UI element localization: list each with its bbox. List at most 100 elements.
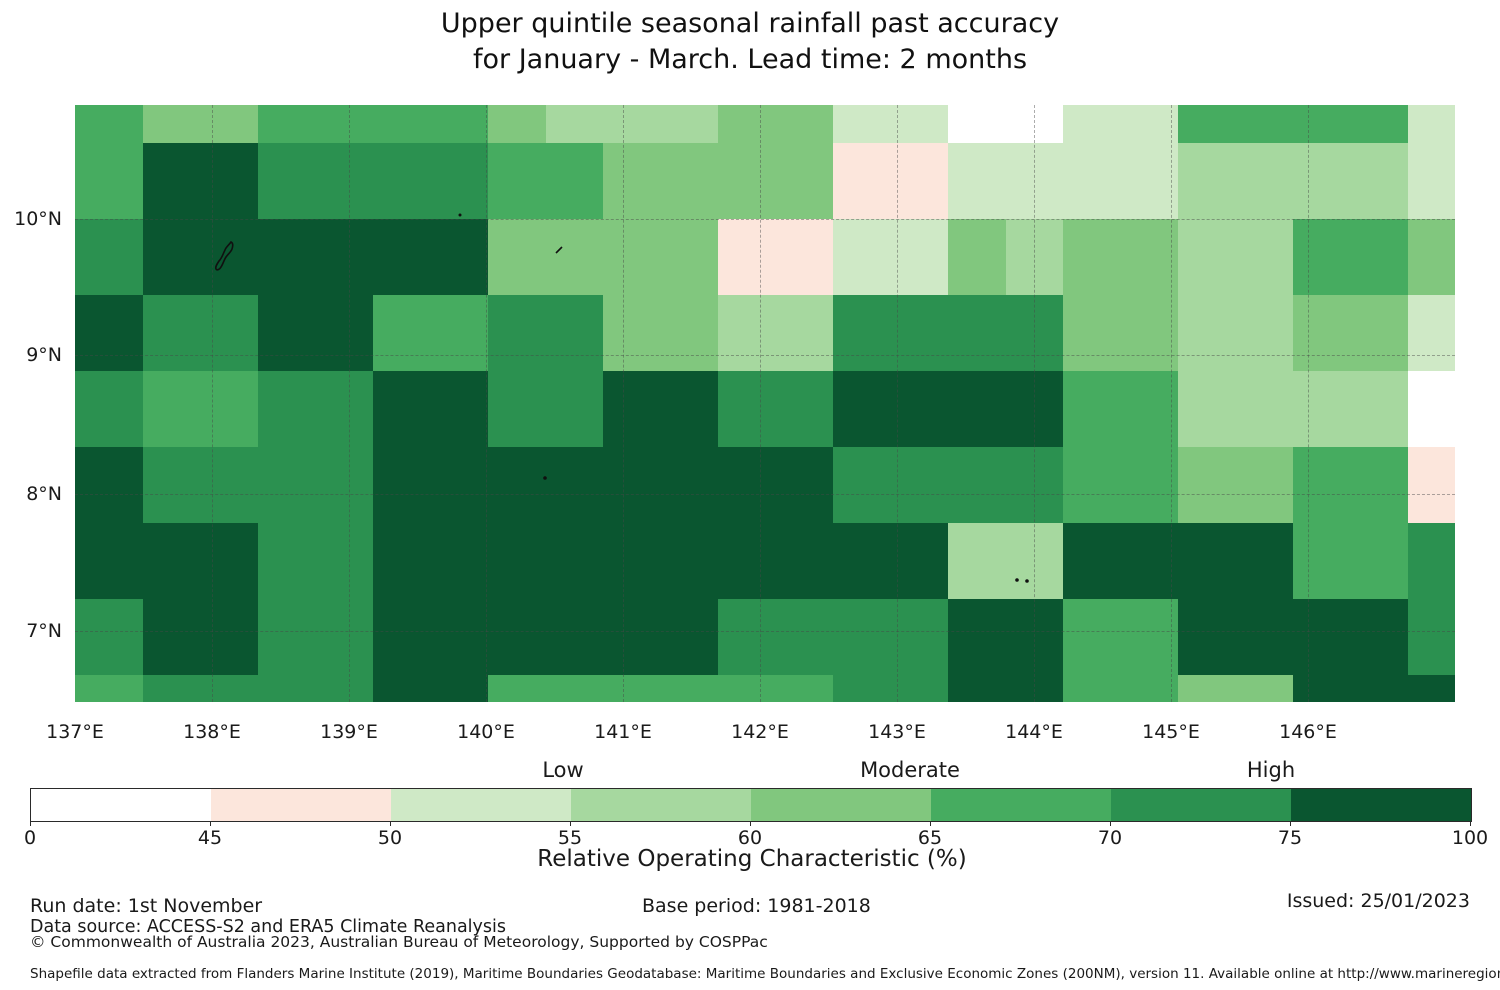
grid-cell [890, 599, 948, 675]
grid-cell [660, 105, 718, 143]
grid-cell [430, 523, 488, 599]
grid-cell [545, 105, 603, 143]
grid-cell [775, 219, 833, 295]
grid-cell [373, 523, 431, 599]
heatmap-area [75, 105, 1455, 702]
grid-cell [1178, 371, 1236, 447]
grid-cell [948, 105, 1006, 143]
copyright-text: © Commonwealth of Australia 2023, Austra… [30, 933, 768, 951]
grid-cell [143, 295, 201, 371]
grid-cell [315, 523, 373, 599]
grid-cell [315, 675, 373, 702]
grid-cell [545, 371, 603, 447]
grid-cell [660, 219, 718, 295]
grid-cell [1063, 143, 1121, 219]
grid-cell [143, 523, 201, 599]
grid-cell [1408, 105, 1455, 143]
grid-cell [603, 105, 661, 143]
colorbar-tick-label: 60 [737, 827, 763, 849]
grid-cell [660, 447, 718, 523]
grid-cell [545, 523, 603, 599]
grid-cell [775, 675, 833, 702]
grid-cell [948, 219, 1006, 295]
grid-cell [545, 143, 603, 219]
grid-cell [373, 599, 431, 675]
grid-cell [75, 675, 143, 702]
grid-cell [948, 523, 1006, 599]
colorbar-segment [211, 789, 391, 821]
grid-cell [948, 599, 1006, 675]
grid-cell [200, 523, 258, 599]
grid-cell [258, 219, 316, 295]
colorbar-axis-label: Relative Operating Characteristic (%) [537, 846, 967, 872]
colorbar [30, 788, 1472, 822]
grid-cell [1408, 143, 1455, 219]
colorbar-tick-label: 100 [1451, 827, 1489, 849]
grid-cell [833, 447, 891, 523]
grid-cell [948, 295, 1006, 371]
grid-cell [1178, 675, 1236, 702]
grid-cell [315, 295, 373, 371]
grid-cell [75, 105, 143, 143]
grid-cell [1350, 219, 1408, 295]
colorbar-tick [570, 821, 571, 826]
grid-cell [258, 599, 316, 675]
grid-cell [775, 143, 833, 219]
grid-cell [200, 599, 258, 675]
grid-cell [1293, 219, 1351, 295]
grid-cell [430, 599, 488, 675]
grid-cell [258, 447, 316, 523]
grid-cell [1178, 523, 1236, 599]
grid-cell [1293, 105, 1351, 143]
x-tick-label: 142°E [731, 721, 789, 743]
grid-cell [833, 143, 891, 219]
grid-cell [430, 105, 488, 143]
grid-cell [373, 295, 431, 371]
grid-cell [890, 675, 948, 702]
grid-cell [258, 295, 316, 371]
grid-cell [1120, 599, 1178, 675]
grid-cell [258, 371, 316, 447]
grid-cell [1235, 295, 1293, 371]
grid-cell [1293, 447, 1351, 523]
palau-island-outline [214, 240, 234, 271]
colorbar-tick-label: 50 [377, 827, 403, 849]
y-tick-label: 7°N [26, 620, 62, 642]
grid-cell [143, 675, 201, 702]
grid-cell [718, 447, 776, 523]
grid-cell [1120, 219, 1178, 295]
colorbar-tick-label: 0 [23, 827, 37, 849]
grid-cell [315, 371, 373, 447]
grid-cell [948, 675, 1006, 702]
grid-cell [1408, 371, 1455, 447]
grid-cell [833, 105, 891, 143]
x-tick-label: 137°E [46, 721, 104, 743]
grid-cell [660, 143, 718, 219]
grid-cell [1063, 371, 1121, 447]
grid-cell [660, 675, 718, 702]
grid-cell [1005, 599, 1063, 675]
grid-cell [488, 599, 546, 675]
grid-cell [603, 295, 661, 371]
colorbar-segment [751, 789, 931, 821]
grid-cell [718, 219, 776, 295]
grid-cell [718, 295, 776, 371]
grid-cell [143, 219, 201, 295]
data-source-text: Data source: ACCESS-S2 and ERA5 Climate … [30, 917, 506, 937]
grid-cell [488, 675, 546, 702]
grid-cell [1293, 523, 1351, 599]
grid-cell [890, 295, 948, 371]
grid-cell [373, 219, 431, 295]
grid-cell [718, 143, 776, 219]
grid-cell [1408, 523, 1455, 599]
grid-cell [430, 447, 488, 523]
grid-cell [1350, 295, 1408, 371]
grid-cell [833, 219, 891, 295]
grid-cell [1120, 105, 1178, 143]
colorbar-segment [1111, 789, 1291, 821]
grid-cell [488, 295, 546, 371]
base-period-text: Base period: 1981-2018 [642, 895, 871, 917]
grid-cell [373, 105, 431, 143]
grid-cell [200, 675, 258, 702]
grid-cell [833, 599, 891, 675]
